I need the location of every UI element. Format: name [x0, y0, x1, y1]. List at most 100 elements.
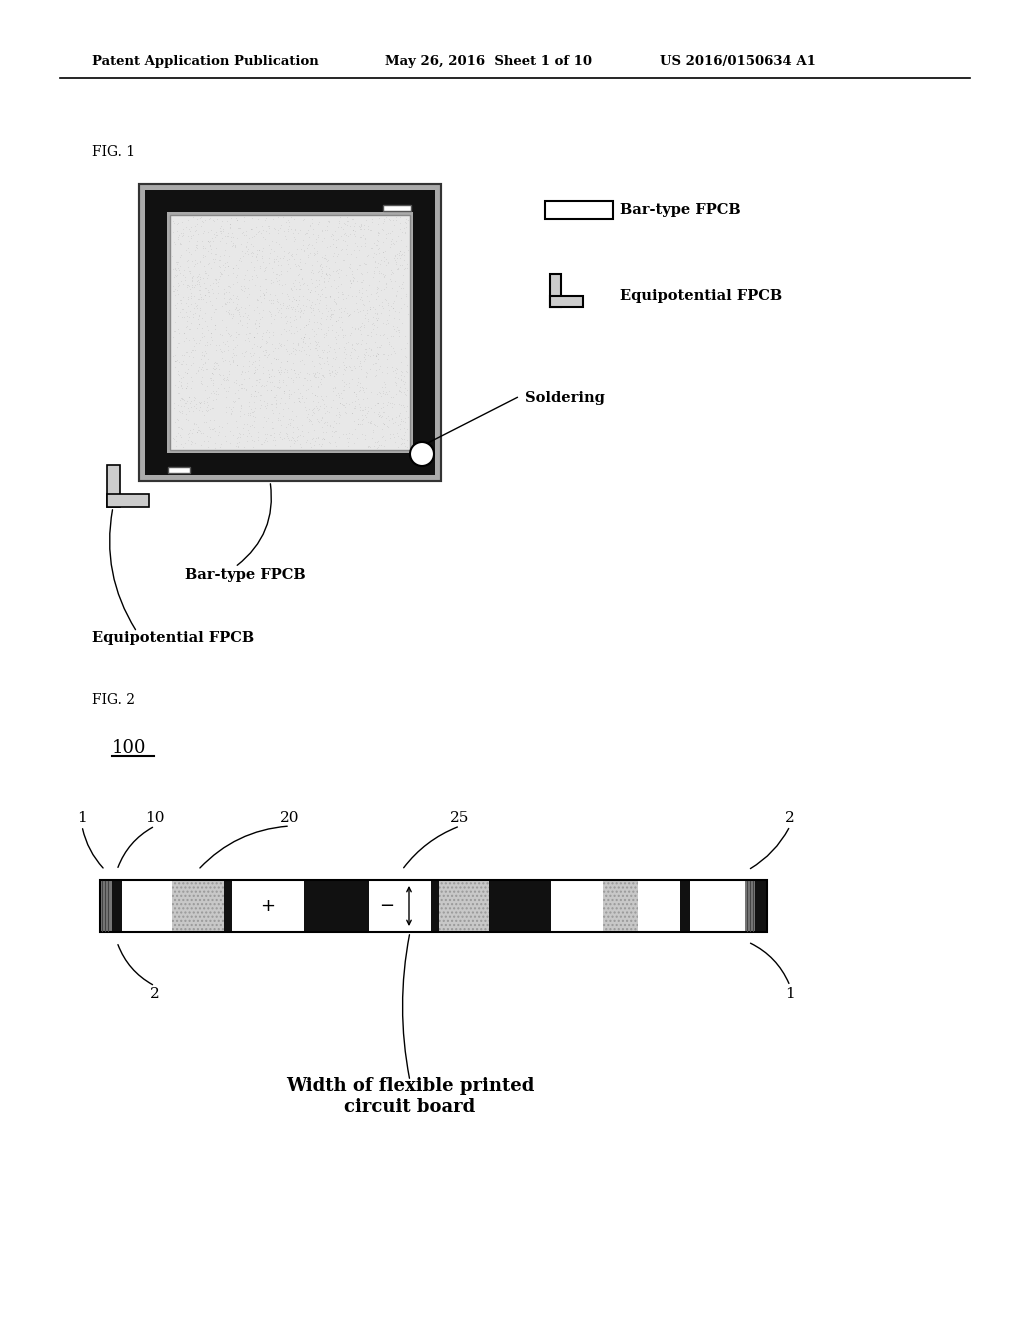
Point — [388, 284, 404, 305]
Point — [294, 268, 310, 289]
Point — [246, 326, 262, 347]
Point — [361, 219, 378, 240]
Point — [179, 424, 196, 445]
Point — [215, 368, 231, 389]
Point — [309, 261, 326, 282]
Point — [279, 424, 295, 445]
Point — [398, 216, 415, 238]
Point — [262, 290, 279, 312]
Point — [188, 363, 205, 384]
Point — [271, 300, 288, 321]
Point — [319, 211, 336, 232]
Point — [291, 285, 307, 306]
Point — [348, 247, 365, 268]
Point — [349, 318, 366, 339]
Point — [344, 368, 360, 389]
Point — [361, 358, 378, 379]
Point — [205, 372, 221, 393]
Bar — [232, 880, 304, 932]
Point — [368, 352, 384, 374]
Bar — [106, 465, 120, 507]
Point — [228, 417, 245, 438]
Point — [370, 239, 386, 260]
Point — [384, 277, 400, 298]
Point — [382, 210, 398, 231]
Point — [336, 354, 352, 375]
Point — [322, 309, 338, 330]
Point — [189, 265, 206, 286]
Point — [336, 337, 352, 358]
Point — [331, 211, 347, 232]
Point — [312, 395, 329, 416]
Point — [389, 226, 406, 247]
Point — [315, 271, 332, 292]
Point — [232, 400, 249, 421]
Point — [179, 286, 196, 308]
Point — [368, 346, 384, 367]
Point — [375, 242, 391, 263]
Point — [218, 367, 234, 388]
Point — [368, 257, 384, 279]
Point — [231, 432, 248, 453]
Point — [319, 350, 336, 371]
Point — [381, 333, 397, 354]
Point — [172, 232, 188, 253]
Point — [229, 293, 246, 314]
Point — [384, 220, 400, 242]
Point — [382, 392, 398, 413]
Point — [354, 399, 371, 420]
Point — [328, 347, 344, 368]
Point — [294, 348, 310, 370]
Point — [302, 333, 318, 354]
Point — [280, 428, 296, 449]
Point — [317, 325, 334, 346]
Point — [313, 314, 330, 335]
Point — [242, 405, 258, 426]
Point — [398, 360, 415, 381]
Point — [386, 249, 402, 271]
Point — [266, 426, 283, 447]
Point — [327, 411, 343, 432]
Point — [364, 219, 380, 240]
Point — [348, 293, 365, 314]
Point — [216, 288, 232, 309]
Point — [185, 335, 202, 356]
Point — [387, 367, 403, 388]
Point — [270, 222, 287, 243]
Point — [272, 363, 289, 384]
Point — [180, 238, 197, 259]
Point — [372, 253, 388, 275]
Point — [311, 289, 328, 310]
Point — [312, 255, 329, 276]
Point — [354, 293, 371, 314]
Point — [286, 248, 302, 269]
Point — [338, 356, 354, 378]
Point — [310, 367, 327, 388]
Point — [295, 331, 311, 352]
Point — [217, 293, 233, 314]
Point — [170, 409, 186, 430]
Point — [356, 235, 373, 256]
Point — [237, 346, 253, 367]
Point — [290, 378, 306, 399]
Point — [318, 411, 335, 432]
Point — [206, 210, 222, 231]
Point — [341, 376, 357, 397]
Point — [314, 417, 331, 438]
Point — [328, 236, 344, 257]
Point — [356, 228, 373, 249]
Point — [319, 215, 336, 236]
Point — [232, 248, 249, 269]
Point — [238, 323, 254, 345]
Point — [387, 230, 403, 251]
Point — [376, 436, 392, 457]
Point — [213, 222, 229, 243]
Point — [258, 281, 274, 302]
Text: 1: 1 — [77, 810, 87, 825]
Point — [390, 437, 407, 458]
Point — [346, 318, 362, 339]
Point — [200, 388, 216, 409]
Point — [210, 355, 226, 376]
Point — [239, 425, 255, 446]
Bar — [680, 880, 690, 932]
